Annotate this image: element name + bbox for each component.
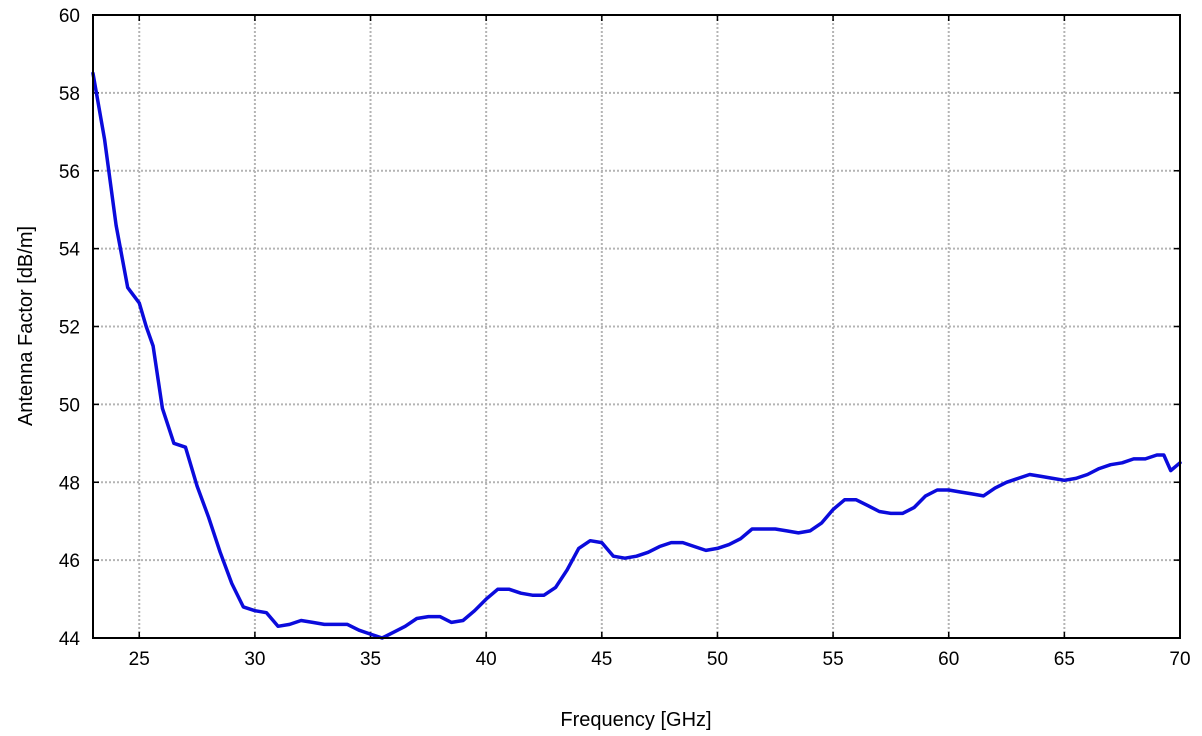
plot-frame [92, 14, 1181, 639]
x-tick-label: 70 [1169, 649, 1190, 670]
y-tick-label: 46 [59, 551, 80, 572]
y-tick-label: 58 [59, 84, 80, 105]
x-tick-label: 55 [823, 649, 844, 670]
y-tick-label: 50 [59, 395, 80, 416]
x-tick-label: 65 [1054, 649, 1075, 670]
y-tick-label: 60 [59, 6, 80, 27]
axis-ticks [93, 14, 1181, 639]
y-tick-label: 48 [59, 473, 80, 494]
x-tick-label: 50 [707, 649, 728, 670]
antenna-factor-series-line [91, 71, 1182, 640]
x-tick-label: 25 [129, 649, 150, 670]
series-layer [91, 71, 1182, 640]
x-tick-label: 35 [360, 649, 381, 670]
grid-lines [93, 15, 1180, 638]
x-tick-label: 30 [244, 649, 265, 670]
y-tick-label: 52 [59, 318, 80, 339]
x-tick-label: 60 [938, 649, 959, 670]
x-tick-label: 40 [476, 649, 497, 670]
tick-labels: 25 30 35 40 45 50 55 60 65 70 44 46 48 50 52 54 56 58 60 [59, 6, 1191, 670]
y-tick-label: 54 [59, 240, 81, 261]
y-tick-label: 56 [59, 162, 80, 183]
y-tick-label: 44 [59, 629, 81, 650]
y-axis-title: Antenna Factor [dB/m] [15, 226, 37, 426]
x-tick-label: 45 [591, 649, 612, 670]
x-axis-title: Frequency [GHz] [560, 709, 711, 731]
